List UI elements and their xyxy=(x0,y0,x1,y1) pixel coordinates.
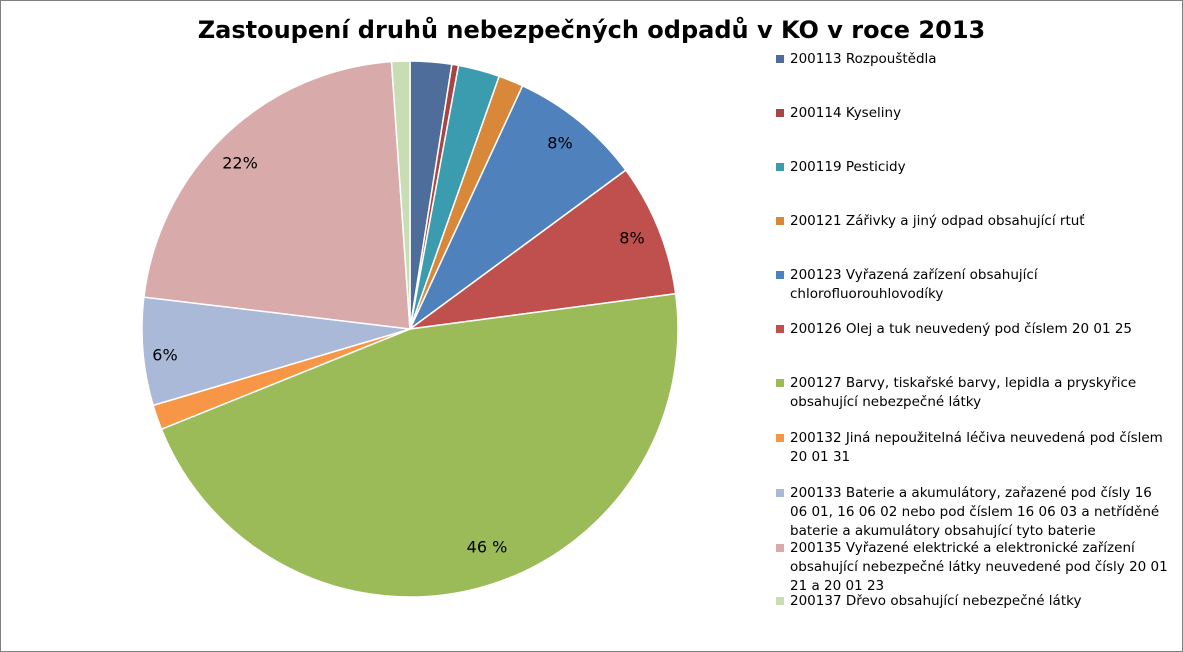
legend-swatch xyxy=(776,434,784,442)
legend-label: 200114 Kyseliny xyxy=(790,105,902,121)
legend-item: 200133 Baterie a akumulátory, zařazené p… xyxy=(776,484,1171,541)
legend-swatch xyxy=(776,379,784,387)
legend-label: 200137 Dřevo obsahující nebezpečné látky xyxy=(790,593,1082,609)
legend-swatch xyxy=(776,217,784,225)
legend-label: 200132 Jiná nepoužitelná léčiva neuveden… xyxy=(790,430,1163,465)
legend-label: 200133 Baterie a akumulátory, zařazené p… xyxy=(790,485,1160,539)
legend-label: 200113 Rozpouštědla xyxy=(790,51,937,67)
legend-swatch xyxy=(776,544,784,552)
legend-item: 200119 Pesticidy xyxy=(776,158,1171,177)
legend-item: 200114 Kyseliny xyxy=(776,104,1171,123)
pie-slice xyxy=(160,292,679,598)
legend-label: 200135 Vyřazené elektrické a elektronick… xyxy=(790,540,1168,594)
legend-item: 200127 Barvy, tiskařské barvy, lepidla a… xyxy=(776,374,1171,412)
data-label: 22% xyxy=(222,154,258,173)
legend-swatch xyxy=(776,271,784,279)
legend-item: 200123 Vyřazená zařízení obsahující chlo… xyxy=(776,266,1171,304)
legend-label: 200123 Vyřazená zařízení obsahující chlo… xyxy=(790,267,1038,302)
pie-slice xyxy=(409,84,627,330)
data-label: 6% xyxy=(152,346,177,365)
legend-item: 200121 Zářivky a jiný odpad obsahující r… xyxy=(776,212,1171,231)
legend-label: 200119 Pesticidy xyxy=(790,159,906,175)
legend-swatch xyxy=(776,55,784,63)
legend-label: 200127 Barvy, tiskařské barvy, lepidla a… xyxy=(790,375,1137,410)
pie-slice xyxy=(141,296,411,407)
legend-item: 200126 Olej a tuk neuvedený pod číslem 2… xyxy=(776,320,1171,339)
chart-title: Zastoupení druhů nebezpečných odpadů v K… xyxy=(197,16,986,44)
data-label: 8% xyxy=(619,229,644,248)
legend-item: 200137 Dřevo obsahující nebezpečné látky xyxy=(776,592,1171,611)
legend-swatch xyxy=(776,597,784,605)
legend-swatch xyxy=(776,163,784,171)
legend-item: 200135 Vyřazené elektrické a elektronick… xyxy=(776,539,1171,596)
legend-label: 200126 Olej a tuk neuvedený pod číslem 2… xyxy=(790,321,1133,337)
legend-swatch xyxy=(776,489,784,497)
legend-swatch xyxy=(776,109,784,117)
pie-slice xyxy=(143,60,411,330)
pie-slice xyxy=(409,169,677,330)
pie-slice xyxy=(390,60,411,330)
legend-label: 200121 Zářivky a jiný odpad obsahující r… xyxy=(790,213,1085,229)
legend-swatch xyxy=(776,325,784,333)
legend-item: 200113 Rozpouštědla xyxy=(776,50,1171,69)
data-label: 46 % xyxy=(467,538,508,557)
legend-item: 200132 Jiná nepoužitelná léčiva neuveden… xyxy=(776,429,1171,467)
data-label: 8% xyxy=(547,134,572,153)
